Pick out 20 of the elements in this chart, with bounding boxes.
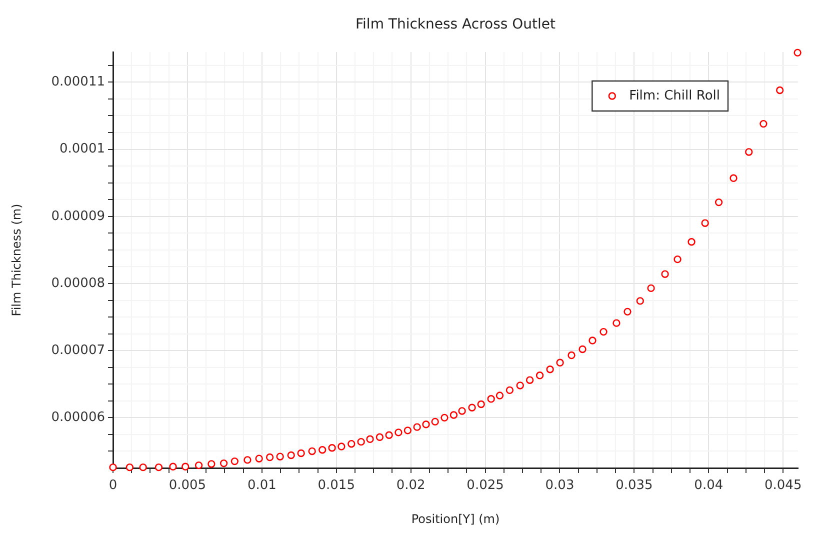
chart-title: Film Thickness Across Outlet [356, 16, 556, 33]
x-tick-label: 0.015 [318, 478, 355, 494]
x-tick-label: 0.01 [247, 478, 276, 494]
x-tick-label: 0.005 [168, 478, 206, 494]
x-tick-label: 0.045 [764, 478, 802, 494]
y-tick-label: 0.0001 [60, 142, 105, 157]
y-tick-label: 0.00008 [51, 276, 105, 291]
x-tick-label: 0.03 [545, 478, 574, 494]
y-tick-label: 0.00009 [51, 208, 105, 224]
y-axis-title: Film Thickness (m) [9, 204, 24, 316]
legend-label: Film: Chill Roll [629, 88, 720, 104]
x-tick-label: 0.04 [694, 478, 724, 494]
y-tick-label: 0.00007 [51, 342, 105, 358]
y-tick-label: 0.00011 [51, 74, 105, 90]
y-tick-label: 0.00006 [51, 410, 105, 426]
x-tick-label: 0 [108, 478, 118, 494]
x-axis-title: Position[Y] (m) [411, 512, 500, 526]
x-tick-label: 0.035 [616, 478, 653, 494]
x-tick-label: 0.02 [396, 478, 426, 494]
x-tick-label: 0.025 [466, 478, 504, 494]
